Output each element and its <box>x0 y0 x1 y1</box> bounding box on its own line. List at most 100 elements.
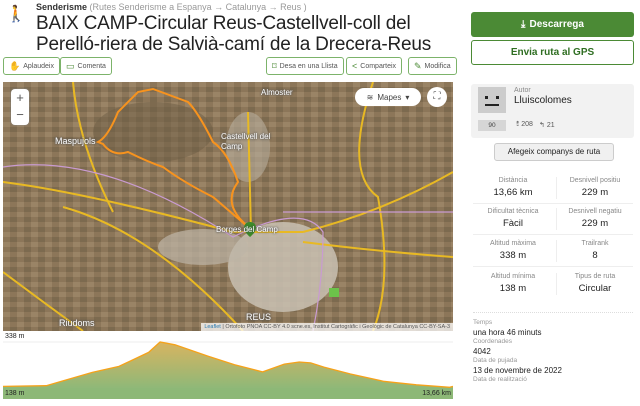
chevron-down-icon: ▾ <box>405 92 410 102</box>
add-companions-button[interactable]: Afegeix companys de ruta <box>494 143 614 161</box>
zoom-in-button[interactable]: + <box>16 90 24 105</box>
activity-type[interactable]: Senderisme <box>36 2 88 12</box>
elevation-area <box>3 342 453 388</box>
bookmark-icon: ⌑ <box>272 60 277 71</box>
download-button[interactable]: ⤓ Descarrega <box>471 12 634 37</box>
map-label: Castellvell del Camp <box>221 132 271 151</box>
info-item: Coordenades 4042 <box>473 338 512 356</box>
stat-value: 8 <box>592 250 598 261</box>
divider <box>473 312 633 313</box>
stat-value: 229 m <box>581 218 609 229</box>
fullscreen-button[interactable]: ⛶ <box>427 87 447 107</box>
share-button[interactable]: < Comparteix <box>346 57 403 75</box>
info-item: Temps una hora 46 minuts <box>473 319 542 337</box>
stat-item: Desnivell positiu 229 m <box>556 177 634 198</box>
elevation-max-label: 338 m <box>5 333 25 340</box>
stat-item: Distància 13,66 km <box>474 177 552 198</box>
breadcrumb-path[interactable]: (Rutes Senderisme a Espanya → Catalunya … <box>89 2 307 12</box>
divider <box>556 240 557 262</box>
map-label: Riudoms <box>59 318 95 328</box>
applaud-button[interactable]: ✋ Aplaudeix <box>3 57 60 75</box>
leaflet-link[interactable]: Leaflet <box>204 324 221 330</box>
divider <box>473 203 633 204</box>
info-label: Coordenades <box>473 338 513 345</box>
info-label: Data de realització <box>473 376 527 383</box>
following-value: 21 <box>546 122 555 129</box>
stat-item: Desnivell negatiu 229 m <box>556 208 634 229</box>
route-line <box>95 87 252 231</box>
map-attribution: Leaflet | Ortofoto PNOA CC-BY 4.0 scne.e… <box>201 323 453 331</box>
stat-value: 229 m <box>581 187 609 198</box>
stat-label: Tipus de ruta <box>574 273 616 280</box>
hiking-icon: 🚶 <box>6 6 26 23</box>
avatar[interactable] <box>478 87 506 113</box>
map-label: Maspujols <box>55 136 96 146</box>
share-label: Comparteix <box>360 62 397 70</box>
stat-value: Circular <box>578 283 612 294</box>
comment-icon: ▭ <box>66 60 75 71</box>
author-score: 90 <box>478 120 506 131</box>
route-map[interactable]: Maspujols Castellvell del Camp Almoster … <box>3 82 453 331</box>
divider <box>556 177 557 199</box>
divider <box>473 234 633 235</box>
info-item: Data de realització <box>473 376 527 385</box>
edit-button[interactable]: ✎ Modifica <box>408 57 457 75</box>
applaud-label: Aplaudeix <box>23 62 54 70</box>
followers-value: 208 <box>521 121 533 128</box>
stat-item: Dificultat tècnica Fàcil <box>474 208 552 229</box>
save-list-button[interactable]: ⌑ Desa en una Llista <box>266 57 344 75</box>
stat-value: Fàcil <box>502 218 524 229</box>
map-label: REUS <box>246 312 272 322</box>
info-label: Data de pujada <box>473 357 518 364</box>
park-marker-icon <box>329 288 339 297</box>
attribution-text: | Ortofoto PNOA CC-BY 4.0 scne.es, Insti… <box>222 324 450 330</box>
edit-label: Modifica <box>424 62 451 70</box>
save-list-label: Desa en una Llista <box>279 62 338 70</box>
info-value: 13 de novembre de 2022 <box>473 366 562 375</box>
elevation-min-label: 138 m <box>5 390 25 397</box>
clap-icon: ✋ <box>9 60 21 71</box>
send-gps-button[interactable]: Envia ruta al GPS <box>471 40 634 65</box>
elevation-chart <box>2 341 454 399</box>
rail-lines <box>3 164 453 331</box>
breadcrumb: Senderisme (Rutes Senderisme a Espanya →… <box>36 2 307 12</box>
info-item: Data de pujada 13 de novembre de 2022 <box>473 357 562 375</box>
reus-urban-area <box>228 222 338 312</box>
following-count: ↰ 21 <box>539 121 555 129</box>
satellite-background <box>3 82 453 331</box>
zoom-out-button[interactable]: − <box>16 107 24 122</box>
followers-count: ⥉ 208 <box>516 121 533 129</box>
stat-label: Desnivell positiu <box>569 177 621 184</box>
comment-label: Comenta <box>77 62 106 70</box>
stat-item: Altitud mínima 138 m <box>474 273 552 294</box>
following-icon: ↰ <box>539 122 547 129</box>
followers-icon: ⥉ <box>516 121 522 128</box>
divider <box>556 208 557 230</box>
elevation-profile[interactable]: 338 m 138 m 13,66 km <box>2 331 454 401</box>
fullscreen-icon: ⛶ <box>433 91 441 102</box>
stat-label: Altitud màxima <box>490 240 536 247</box>
comment-button[interactable]: ▭ Comenta <box>60 57 112 75</box>
start-marker-icon <box>244 222 256 237</box>
author-label: Autor <box>514 87 531 94</box>
divider <box>556 273 557 295</box>
info-value: una hora 46 minuts <box>473 328 542 337</box>
stat-item: Trailrank 8 <box>556 240 634 261</box>
info-value: 4042 <box>473 347 491 356</box>
page-title: BAIX CAMP-Circular Reus-Castellvell-coll… <box>36 13 432 55</box>
elevation-line <box>2 341 454 388</box>
stat-label: Dificultat tècnica <box>487 208 539 215</box>
author-card: Autor Lluiscolomes 90 ⥉ 208 ↰ 21 <box>471 84 634 138</box>
stat-label: Distància <box>498 177 528 184</box>
stat-value: 13,66 km <box>493 187 533 198</box>
layers-label: Mapes <box>377 92 402 102</box>
stat-value: 138 m <box>499 283 527 294</box>
map-label: Almoster <box>261 88 293 97</box>
map-canvas <box>3 82 453 331</box>
divider <box>473 266 633 267</box>
stat-label: Trailrank <box>581 240 609 247</box>
author-name[interactable]: Lluiscolomes <box>514 95 572 106</box>
distance-label: 13,66 km <box>422 390 451 397</box>
layers-dropdown[interactable]: ≋ Mapes ▾ <box>355 88 421 106</box>
stat-item: Altitud màxima 338 m <box>474 240 552 261</box>
